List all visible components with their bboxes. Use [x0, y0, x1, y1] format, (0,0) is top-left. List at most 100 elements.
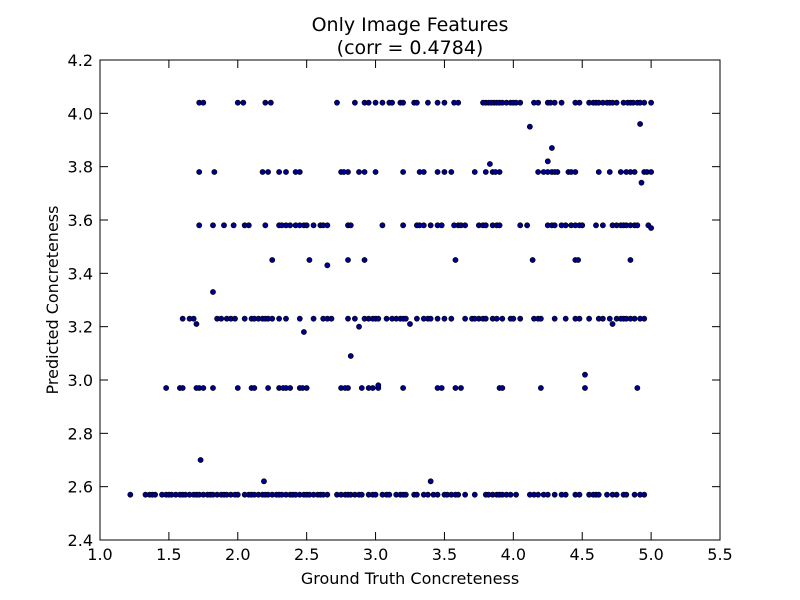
data-point	[499, 315, 506, 322]
data-point	[513, 491, 519, 498]
chart-title: Only Image Features	[312, 14, 509, 36]
x-tick-label: 2.5	[294, 545, 319, 564]
data-point	[482, 315, 489, 322]
data-point	[306, 257, 313, 263]
data-point	[631, 169, 638, 175]
data-point	[526, 123, 533, 130]
data-point	[210, 289, 216, 295]
data-point	[241, 315, 248, 322]
data-point	[413, 99, 420, 106]
data-point	[535, 491, 542, 498]
data-point	[582, 371, 588, 378]
data-point	[152, 491, 159, 498]
data-point	[441, 315, 448, 322]
data-point	[641, 315, 648, 322]
data-point	[529, 257, 536, 263]
data-point	[551, 99, 558, 106]
data-point	[196, 222, 203, 229]
data-point	[234, 491, 241, 498]
data-point	[551, 491, 558, 498]
data-point	[482, 222, 489, 229]
y-tick-label: 4.0	[68, 104, 93, 123]
x-axis-ticks: 1.0 1.5 2.0 2.5 3.0 3.5 4.0 4.5 5.0 5.5	[87, 60, 733, 564]
x-tick-label: 1.5	[156, 545, 181, 564]
x-tick-label: 5.0	[638, 545, 663, 564]
data-point	[259, 169, 266, 175]
data-point	[345, 257, 351, 263]
data-point	[200, 99, 207, 106]
data-point	[537, 315, 544, 322]
data-point	[356, 323, 362, 330]
data-point	[623, 491, 630, 498]
data-point	[372, 99, 379, 106]
data-point	[310, 222, 317, 229]
data-point	[276, 169, 283, 175]
data-point	[310, 315, 317, 322]
x-tick-label: 4.0	[501, 545, 526, 564]
data-point	[303, 222, 310, 229]
data-point	[163, 385, 170, 391]
data-point	[549, 145, 555, 151]
data-point	[593, 222, 599, 229]
data-point	[400, 99, 407, 106]
data-point	[324, 491, 331, 498]
data-point	[221, 222, 227, 229]
data-point	[613, 491, 620, 498]
data-point	[438, 222, 445, 229]
data-point	[499, 385, 506, 391]
data-point	[379, 222, 386, 229]
data-point	[637, 121, 643, 127]
data-point	[303, 385, 310, 391]
data-point	[595, 169, 602, 175]
data-point	[372, 491, 379, 498]
data-point	[127, 491, 134, 498]
data-point	[638, 179, 645, 186]
data-point	[296, 315, 303, 322]
data-point	[551, 315, 558, 322]
data-point	[372, 169, 379, 175]
data-point	[420, 222, 427, 229]
data-point	[582, 385, 588, 391]
data-point	[356, 169, 362, 175]
data-point	[613, 99, 620, 106]
data-point	[631, 315, 638, 322]
data-point	[400, 169, 407, 175]
y-tick-label: 3.0	[68, 371, 93, 390]
data-point	[524, 222, 531, 229]
x-tick-label: 3.5	[432, 545, 457, 564]
data-point	[606, 315, 613, 322]
data-point	[265, 169, 271, 175]
data-point	[365, 99, 372, 106]
data-point	[455, 491, 462, 498]
data-point	[301, 329, 307, 335]
data-point	[617, 169, 624, 175]
data-point	[267, 99, 274, 106]
data-point	[196, 169, 203, 175]
y-tick-label: 2.4	[68, 531, 93, 550]
data-point	[572, 169, 579, 175]
data-point	[606, 169, 613, 175]
data-point	[462, 315, 469, 322]
data-point	[296, 169, 303, 175]
data-point	[413, 315, 420, 322]
data-point	[434, 99, 441, 106]
data-point	[537, 385, 544, 391]
data-point	[358, 491, 365, 498]
data-point	[407, 321, 413, 327]
x-tick-label: 3.0	[363, 545, 388, 564]
data-point	[487, 161, 493, 167]
data-point	[434, 491, 441, 498]
data-point	[554, 169, 561, 175]
data-point	[576, 491, 583, 498]
data-point	[427, 315, 434, 322]
data-point	[420, 169, 427, 175]
data-point	[493, 315, 500, 322]
data-point	[218, 315, 225, 322]
data-point	[402, 491, 409, 498]
data-point	[507, 491, 514, 498]
data-point	[634, 222, 641, 229]
data-point	[240, 99, 247, 106]
data-point	[269, 257, 276, 263]
data-point	[462, 491, 469, 498]
data-point	[234, 385, 241, 391]
